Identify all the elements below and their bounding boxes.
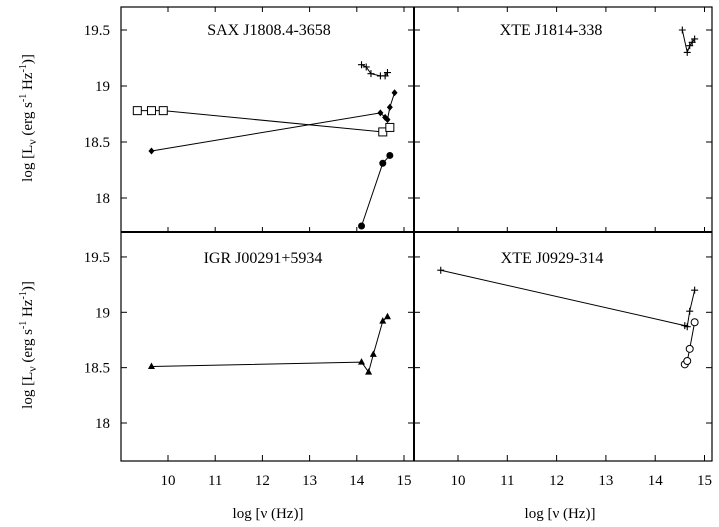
- plus-marker: [367, 70, 375, 78]
- x-tick-label: 14: [648, 473, 664, 489]
- x-tick-label: 10: [161, 473, 176, 489]
- series-line: [361, 64, 388, 77]
- panel-title-sax: SAX J1808.4-3658: [207, 22, 331, 39]
- triangle-marker: [383, 312, 391, 320]
- plus-marker: [683, 323, 691, 331]
- series-line: [151, 92, 396, 152]
- series-2-0: [147, 312, 391, 375]
- axis-ticks: 10 11 12 13 14 15 10 11 12 13 14 15 18 18.5 19 19.5 18 18…: [84, 7, 712, 489]
- open-circle-marker: [683, 357, 692, 366]
- x-tick-label: 15: [697, 473, 712, 489]
- series-1-0: [678, 26, 699, 56]
- plus-marker: [691, 286, 699, 294]
- diamond-marker: [384, 116, 391, 124]
- panel-title-xte0929: XTE J0929-314: [501, 250, 604, 267]
- open-circle-marker: [685, 344, 694, 353]
- x-tick-label: 11: [208, 473, 222, 489]
- plus-marker: [358, 61, 366, 69]
- plot-frame: [120, 6, 713, 462]
- plus-marker: [691, 35, 699, 43]
- series-3-0: [437, 266, 699, 331]
- series-0-2: [148, 89, 398, 155]
- series-line: [137, 110, 391, 133]
- x-tick-label: 12: [255, 473, 270, 489]
- panel-title-igr: IGR J00291+5934: [204, 250, 323, 267]
- triangle-marker: [379, 317, 387, 324]
- series-0-3: [358, 151, 394, 230]
- diamond-marker: [148, 147, 155, 155]
- triangle-marker: [365, 368, 373, 375]
- square-marker: [146, 106, 156, 116]
- series-line: [361, 155, 391, 227]
- x-tick-label: 12: [549, 473, 564, 489]
- plus-marker: [362, 63, 370, 71]
- diamond-marker: [377, 109, 384, 117]
- square-marker: [158, 106, 168, 116]
- panel-title-xte1814: XTE J1814-338: [500, 22, 603, 39]
- y-tick-label: 18.5: [84, 361, 110, 377]
- diamond-marker: [391, 89, 398, 97]
- triangle-marker: [369, 350, 377, 357]
- y-tick-label: 19.5: [84, 250, 110, 266]
- x-axis-label-right: log [ν (Hz)]: [525, 506, 596, 522]
- chart-marks: [132, 26, 699, 375]
- x-tick-label: 10: [451, 473, 466, 489]
- plus-marker: [383, 69, 391, 77]
- plus-marker: [686, 307, 694, 315]
- triangle-marker: [147, 362, 155, 370]
- open-circle-marker: [690, 318, 699, 327]
- series-line: [681, 29, 696, 55]
- series-0-1: [132, 106, 395, 137]
- y-axis-label-top: log [Lν (erg s-1 Hz-1)]: [18, 54, 39, 182]
- y-tick-label: 19.5: [84, 23, 110, 39]
- series-line: [440, 269, 696, 328]
- series-0-0: [358, 61, 391, 80]
- y-tick-label: 18.5: [84, 135, 110, 151]
- y-tick-label: 19: [95, 305, 110, 321]
- plus-marker: [683, 48, 691, 56]
- y-tick-label: 18: [95, 416, 110, 432]
- x-tick-label: 13: [598, 473, 613, 489]
- x-axis-label-left: log [ν (Hz)]: [233, 506, 304, 522]
- plus-marker: [678, 26, 686, 34]
- y-tick-label: 19: [95, 79, 110, 95]
- square-marker: [385, 122, 395, 132]
- y-axis-label-bottom: log [Lν (erg s-1 Hz-1)]: [18, 281, 39, 409]
- plus-marker: [437, 266, 445, 274]
- filled-circle-marker: [358, 222, 366, 230]
- diamond-marker: [386, 103, 393, 111]
- x-tick-label: 14: [349, 473, 365, 489]
- x-tick-label: 11: [500, 473, 514, 489]
- x-tick-label: 13: [302, 473, 317, 489]
- series-line: [151, 316, 388, 374]
- square-marker: [132, 106, 142, 116]
- x-tick-label: 15: [397, 473, 412, 489]
- y-tick-label: 18: [95, 191, 110, 207]
- filled-circle-marker: [386, 151, 394, 159]
- triangle-marker: [358, 358, 366, 365]
- filled-circle-marker: [379, 159, 387, 167]
- series-3-1: [680, 318, 699, 369]
